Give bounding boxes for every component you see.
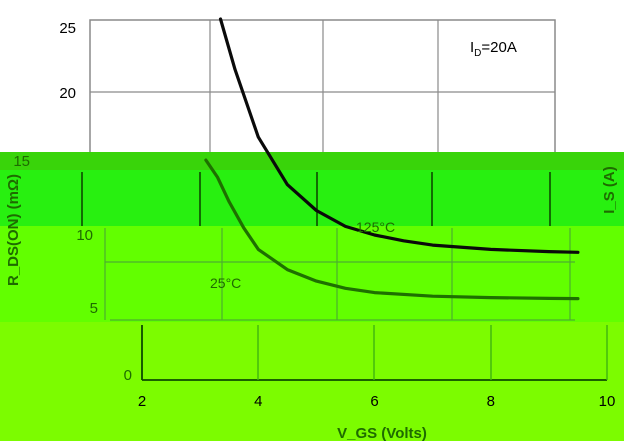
y-tick-label: 5 [90, 300, 98, 317]
annotation-id: ID=20A [470, 39, 517, 59]
band-grid [81, 172, 608, 381]
x-tick-label: 4 [254, 393, 262, 410]
series-line-0 [218, 17, 580, 254]
right-y-axis-title: I_S (A) [601, 166, 618, 214]
y-tick-label: 0 [124, 367, 132, 384]
curves [204, 17, 580, 301]
y-tick-label: 10 [76, 227, 93, 244]
overlay-band-top [0, 152, 624, 172]
tick-labels: 2 4 6 8 10 0 5 10 15 20 25 [13, 20, 615, 410]
x-tick-label: 10 [599, 393, 616, 410]
x-tick-label: 8 [487, 393, 495, 410]
x-tick-label: 2 [138, 393, 146, 410]
y-axis-title: R_DS(ON) (mΩ) [5, 174, 22, 286]
y-tick-label: 25 [59, 20, 76, 37]
y-tick-label: 20 [59, 85, 76, 102]
upper-grid [90, 20, 555, 160]
y-tick-label: 15 [13, 153, 30, 170]
overlay-band-mid [0, 170, 624, 228]
curve-label-125: 125°C [356, 219, 395, 235]
x-axis-title: V_GS (Volts) [337, 425, 427, 441]
overlay-band-lower [0, 226, 624, 324]
x-tick-label: 6 [370, 393, 378, 410]
curve-label-25: 25°C [210, 275, 241, 291]
overlay-band-bottom [0, 322, 624, 441]
